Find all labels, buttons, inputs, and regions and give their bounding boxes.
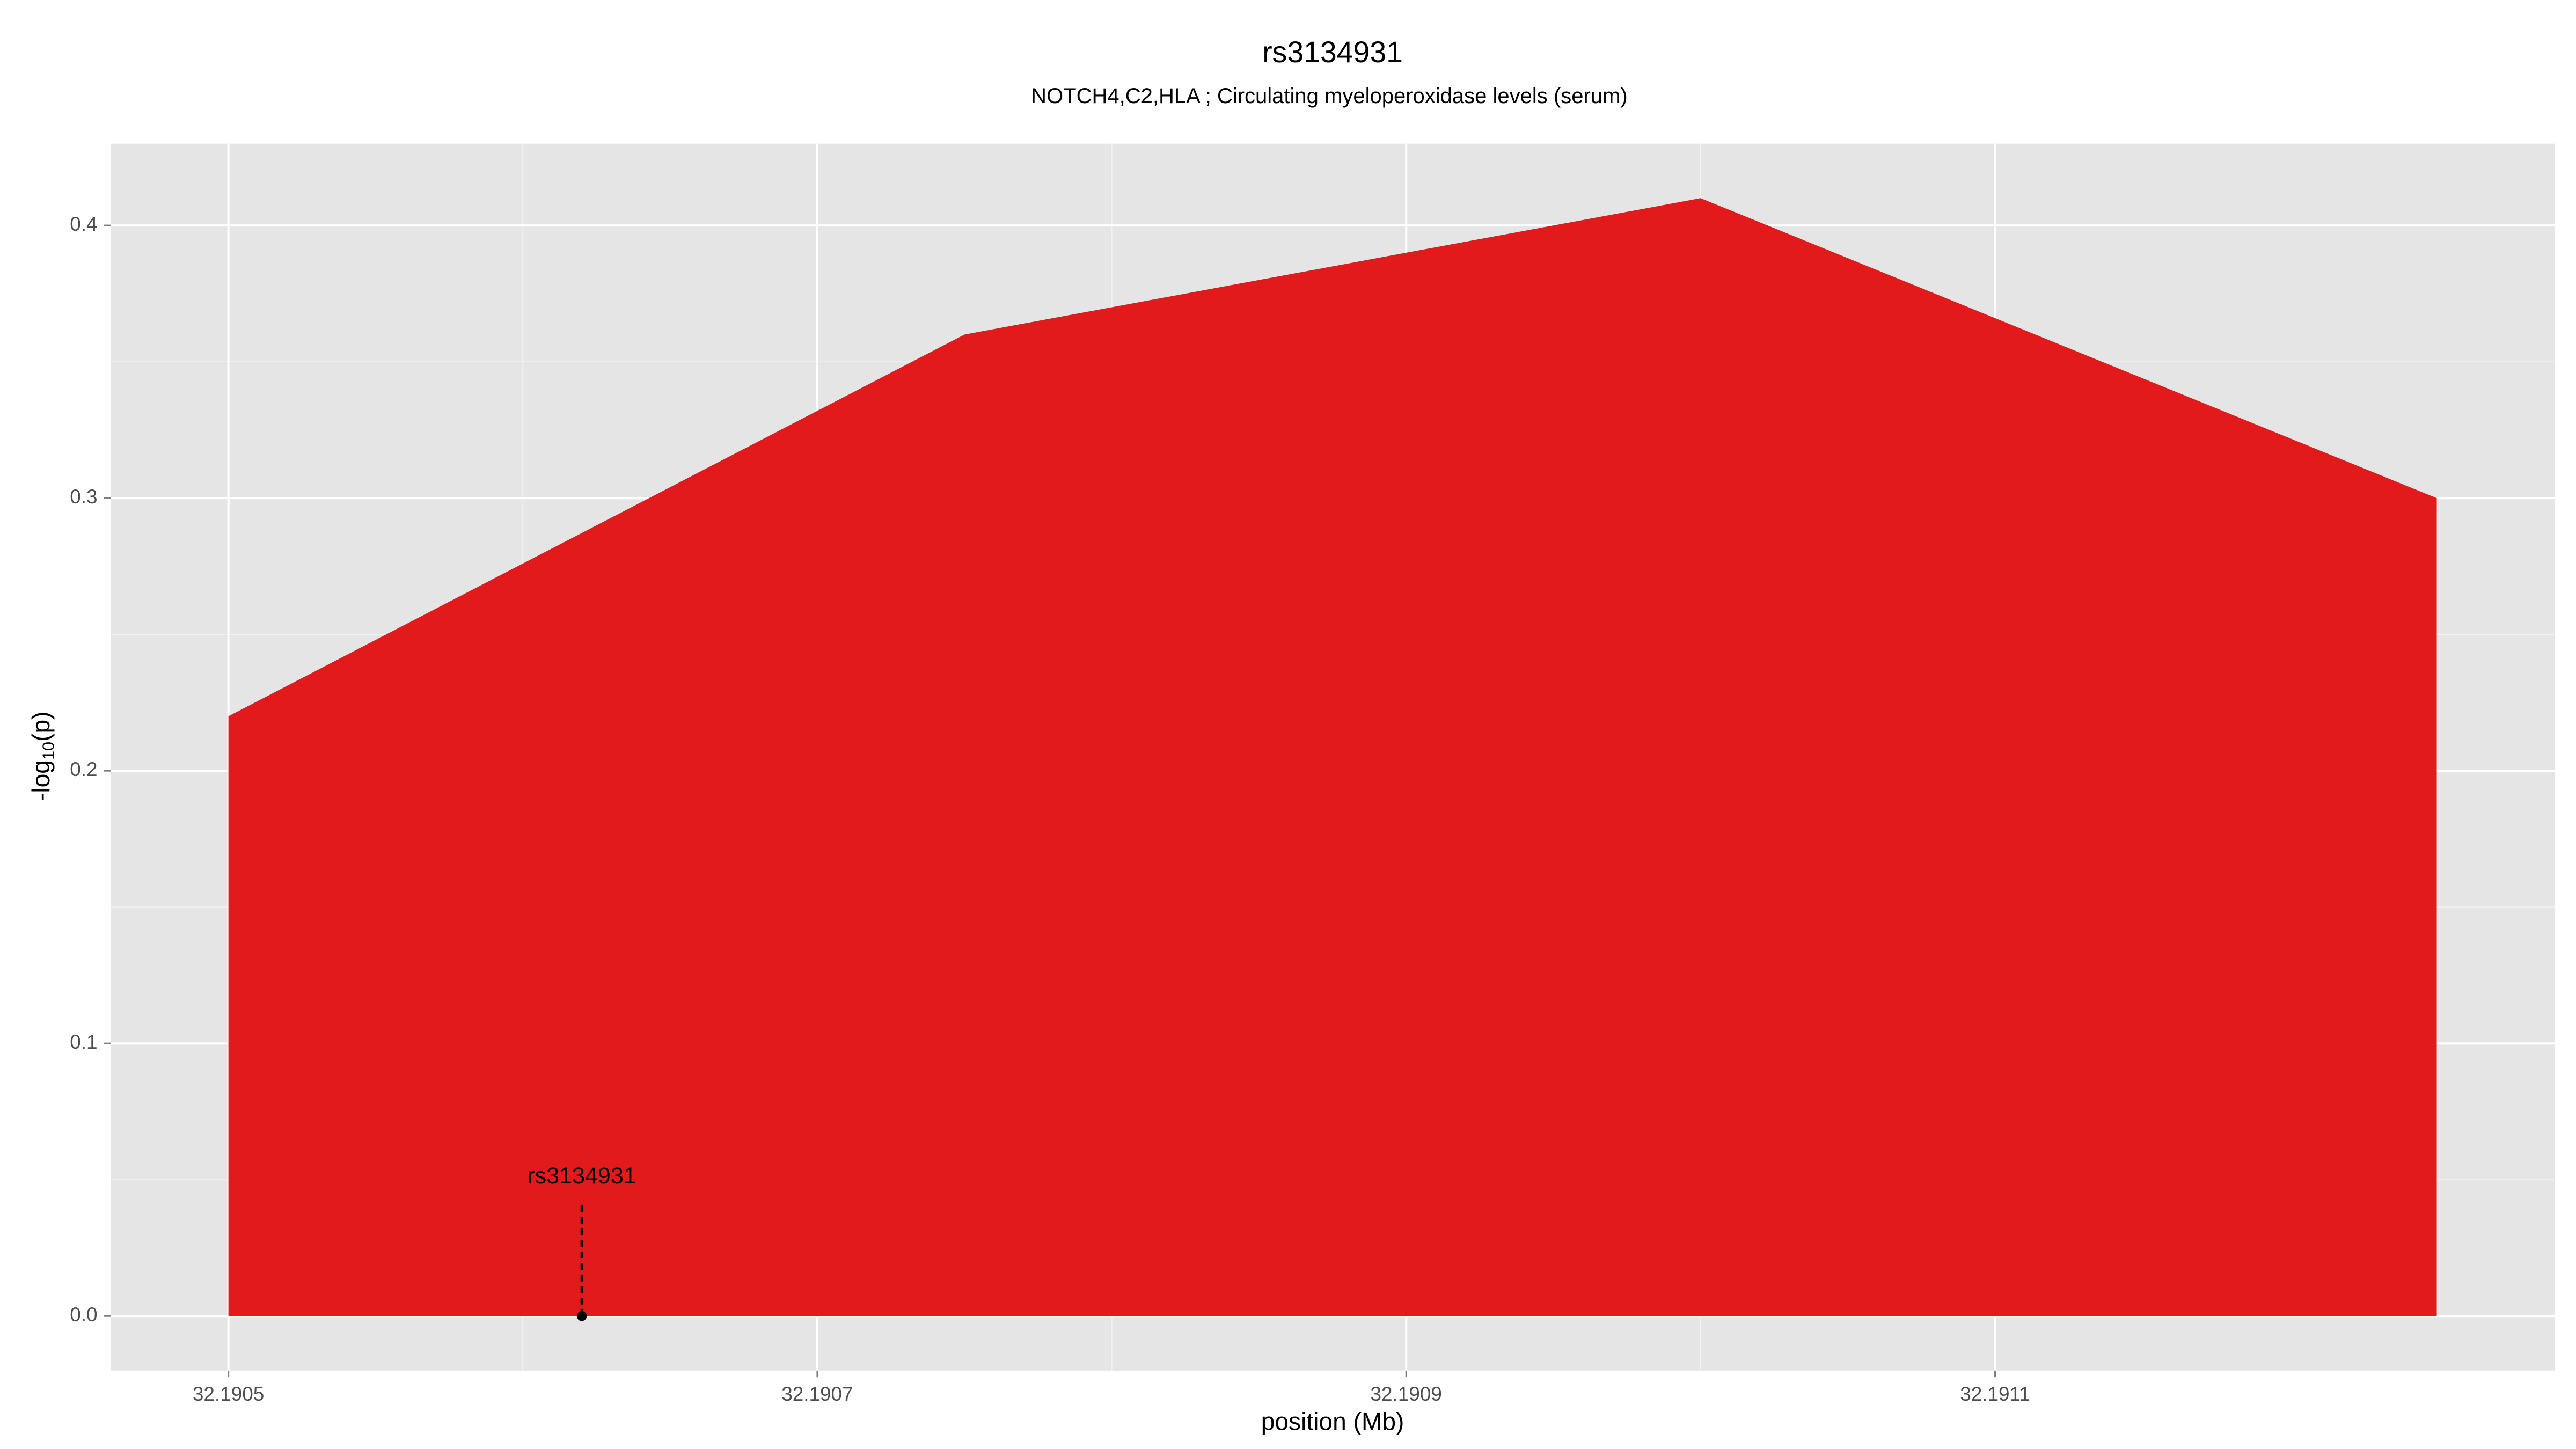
y-axis-label-part: (p): [27, 711, 55, 741]
y-tick-label: 0.3: [70, 486, 97, 508]
y-tick-label: 0.4: [70, 213, 97, 235]
x-tick-label: 32.1911: [1960, 1383, 2030, 1405]
x-tick-label: 32.1909: [1371, 1383, 1442, 1405]
annotation-point: [576, 1311, 587, 1321]
chart-title: rs3134931: [1262, 35, 1403, 69]
area: [228, 198, 2437, 1316]
y-tick-label: 0.0: [70, 1304, 97, 1326]
y-axis-label: -log10(p): [27, 711, 57, 801]
y-axis-label-sub: 10: [39, 742, 57, 760]
x-tick-label: 32.1905: [193, 1383, 264, 1405]
y-tick-label: 0.1: [70, 1031, 97, 1053]
x-tick-label: 32.1907: [781, 1383, 853, 1405]
chart-subtitle: NOTCH4,C2,HLA ; Circulating myeloperoxid…: [1031, 84, 1627, 108]
y-tick-label: 0.2: [70, 758, 97, 780]
y-axis-label-part: -log: [27, 760, 55, 801]
x-axis-label: position (Mb): [1261, 1407, 1404, 1435]
annotation-label: rs3134931: [527, 1163, 636, 1189]
